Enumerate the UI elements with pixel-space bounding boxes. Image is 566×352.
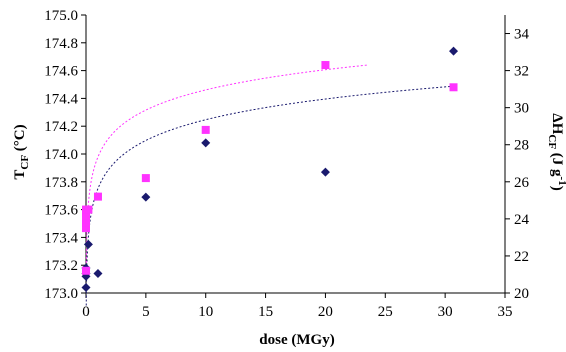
y-right-tick-label: 34 [514, 27, 530, 43]
trendline-2 [85, 64, 368, 271]
y-left-tick-label: 173.8 [44, 175, 78, 191]
y-left-tick-label: 174.6 [44, 64, 78, 80]
y-right-title-unit-close: ) [549, 186, 565, 191]
x-tick-label: 15 [258, 304, 273, 320]
data-point-square [82, 224, 90, 233]
y-left-tick-label: 173.2 [44, 258, 78, 274]
y-right-tick-label: 32 [514, 64, 529, 80]
data-point-diamond [93, 269, 103, 279]
data-point-square [82, 266, 90, 275]
x-tick-label: 25 [378, 304, 393, 320]
y-right-tick-label: 22 [514, 249, 529, 265]
y-right-title-unit-open: (J g [549, 149, 565, 177]
y-left-tick-label: 174.0 [44, 147, 78, 163]
data-point-square [201, 125, 210, 134]
y-left-tick-label: 173.0 [44, 286, 78, 302]
y-right-title-sub: CF [546, 134, 558, 149]
data-point-square [93, 192, 102, 201]
y-right-tick-label: 24 [514, 212, 530, 228]
y-right-tick-label: 30 [514, 101, 529, 117]
x-tick-label: 0 [82, 304, 90, 320]
data-point-square [82, 211, 90, 220]
x-axis-title: dose (MGy) [259, 332, 334, 348]
data-point-diamond [201, 138, 211, 148]
data-point-diamond [83, 239, 93, 249]
y-left-title-main: T [12, 170, 28, 180]
data-point-square [321, 61, 330, 70]
y-left-tick-label: 173.4 [44, 230, 78, 246]
data-point-diamond [449, 46, 459, 56]
y-left-title-sub: CF [19, 155, 31, 170]
x-tick-label: 20 [318, 304, 333, 320]
y-right-tick-label: 20 [514, 286, 529, 302]
x-tick-label: 10 [198, 304, 213, 320]
data-point-diamond [141, 192, 151, 202]
y-left-tick-label: 174.4 [44, 91, 78, 107]
trendline-1 [85, 85, 458, 306]
x-tick-label: 30 [438, 304, 453, 320]
data-point-square [82, 218, 90, 227]
y-right-tick-label: 28 [514, 138, 529, 154]
data-point-diamond [81, 282, 91, 292]
y-left-tick-label: 173.6 [44, 203, 78, 219]
y-axis-right-title: ΔHCF (J g-1) [546, 113, 566, 190]
y-left-title-unit: (°C) [12, 124, 28, 155]
y-left-tick-label: 174.2 [44, 119, 78, 135]
data-point-diamond [320, 167, 330, 177]
tick-labels: 0 5 10 15 20 25 30 35 173.0 173.2 173.4 173.6 173.8 1… [44, 8, 529, 320]
y-right-title-unit-sup: -1 [556, 177, 566, 186]
x-tick-label: 5 [142, 304, 150, 320]
y-left-tick-label: 175.0 [44, 8, 78, 24]
data-point-square [141, 174, 150, 183]
data-point-square [449, 83, 458, 92]
trendlines [85, 64, 458, 306]
markers [81, 46, 459, 292]
axes [81, 14, 510, 298]
y-left-tick-label: 174.8 [44, 36, 78, 52]
y-axis-left-title: TCF (°C) [12, 124, 31, 179]
data-point-square [84, 205, 93, 214]
y-right-tick-label: 26 [514, 175, 530, 191]
y-right-title-main: ΔH [549, 113, 565, 134]
x-tick-label: 35 [498, 304, 513, 320]
